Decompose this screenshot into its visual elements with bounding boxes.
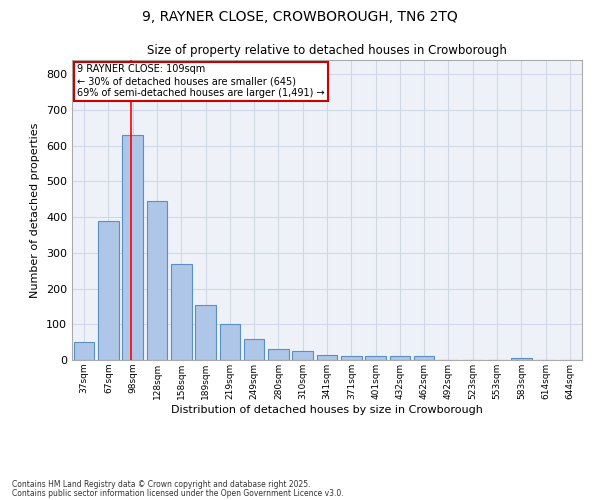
- Bar: [317, 356, 337, 360]
- Text: Contains public sector information licensed under the Open Government Licence v3: Contains public sector information licen…: [12, 489, 344, 498]
- Bar: [292, 351, 313, 360]
- Bar: [511, 358, 532, 360]
- Text: Contains HM Land Registry data © Crown copyright and database right 2025.: Contains HM Land Registry data © Crown c…: [12, 480, 311, 489]
- Bar: [74, 342, 94, 360]
- Bar: [268, 350, 289, 360]
- Title: Size of property relative to detached houses in Crowborough: Size of property relative to detached ho…: [147, 44, 507, 58]
- X-axis label: Distribution of detached houses by size in Crowborough: Distribution of detached houses by size …: [171, 404, 483, 414]
- Bar: [220, 324, 240, 360]
- Bar: [365, 356, 386, 360]
- Bar: [244, 338, 265, 360]
- Bar: [122, 135, 143, 360]
- Bar: [414, 356, 434, 360]
- Bar: [389, 356, 410, 360]
- Text: 9, RAYNER CLOSE, CROWBOROUGH, TN6 2TQ: 9, RAYNER CLOSE, CROWBOROUGH, TN6 2TQ: [142, 10, 458, 24]
- Y-axis label: Number of detached properties: Number of detached properties: [31, 122, 40, 298]
- Text: 9 RAYNER CLOSE: 109sqm
← 30% of detached houses are smaller (645)
69% of semi-de: 9 RAYNER CLOSE: 109sqm ← 30% of detached…: [77, 64, 325, 98]
- Bar: [341, 356, 362, 360]
- Bar: [195, 304, 216, 360]
- Bar: [146, 201, 167, 360]
- Bar: [171, 264, 191, 360]
- Bar: [98, 220, 119, 360]
